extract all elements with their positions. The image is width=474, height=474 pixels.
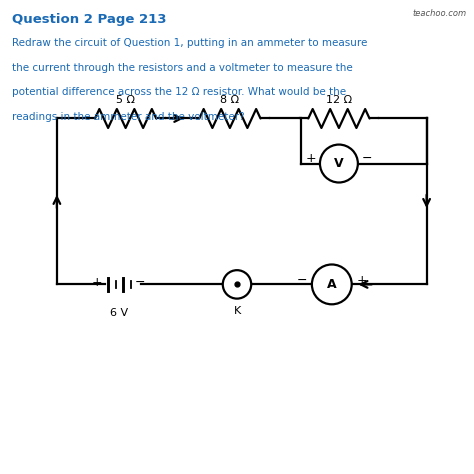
Text: +: + <box>356 274 367 287</box>
Text: readings in the ammeter and the voltmeter?: readings in the ammeter and the voltmete… <box>12 112 245 122</box>
Text: A: A <box>327 278 337 291</box>
Text: Question 2 Page 213: Question 2 Page 213 <box>12 13 166 26</box>
Circle shape <box>223 270 251 299</box>
Text: 6 V: 6 V <box>110 308 128 318</box>
Text: K: K <box>233 306 241 316</box>
Text: +: + <box>306 152 316 165</box>
Text: +: + <box>92 275 102 289</box>
Text: 12 Ω: 12 Ω <box>326 95 352 105</box>
Text: teachoo.com: teachoo.com <box>413 9 467 18</box>
Text: 8 Ω: 8 Ω <box>220 95 239 105</box>
Text: −: − <box>135 275 145 289</box>
Circle shape <box>312 264 352 304</box>
Text: 5 Ω: 5 Ω <box>116 95 135 105</box>
Text: −: − <box>297 274 307 287</box>
Text: potential difference across the 12 Ω resistor. What would be the: potential difference across the 12 Ω res… <box>12 87 346 97</box>
Text: −: − <box>362 152 372 165</box>
Text: Redraw the circuit of Question 1, putting in an ammeter to measure: Redraw the circuit of Question 1, puttin… <box>12 38 367 48</box>
Text: the current through the resistors and a voltmeter to measure the: the current through the resistors and a … <box>12 63 353 73</box>
Circle shape <box>320 145 358 182</box>
Text: V: V <box>334 157 344 170</box>
